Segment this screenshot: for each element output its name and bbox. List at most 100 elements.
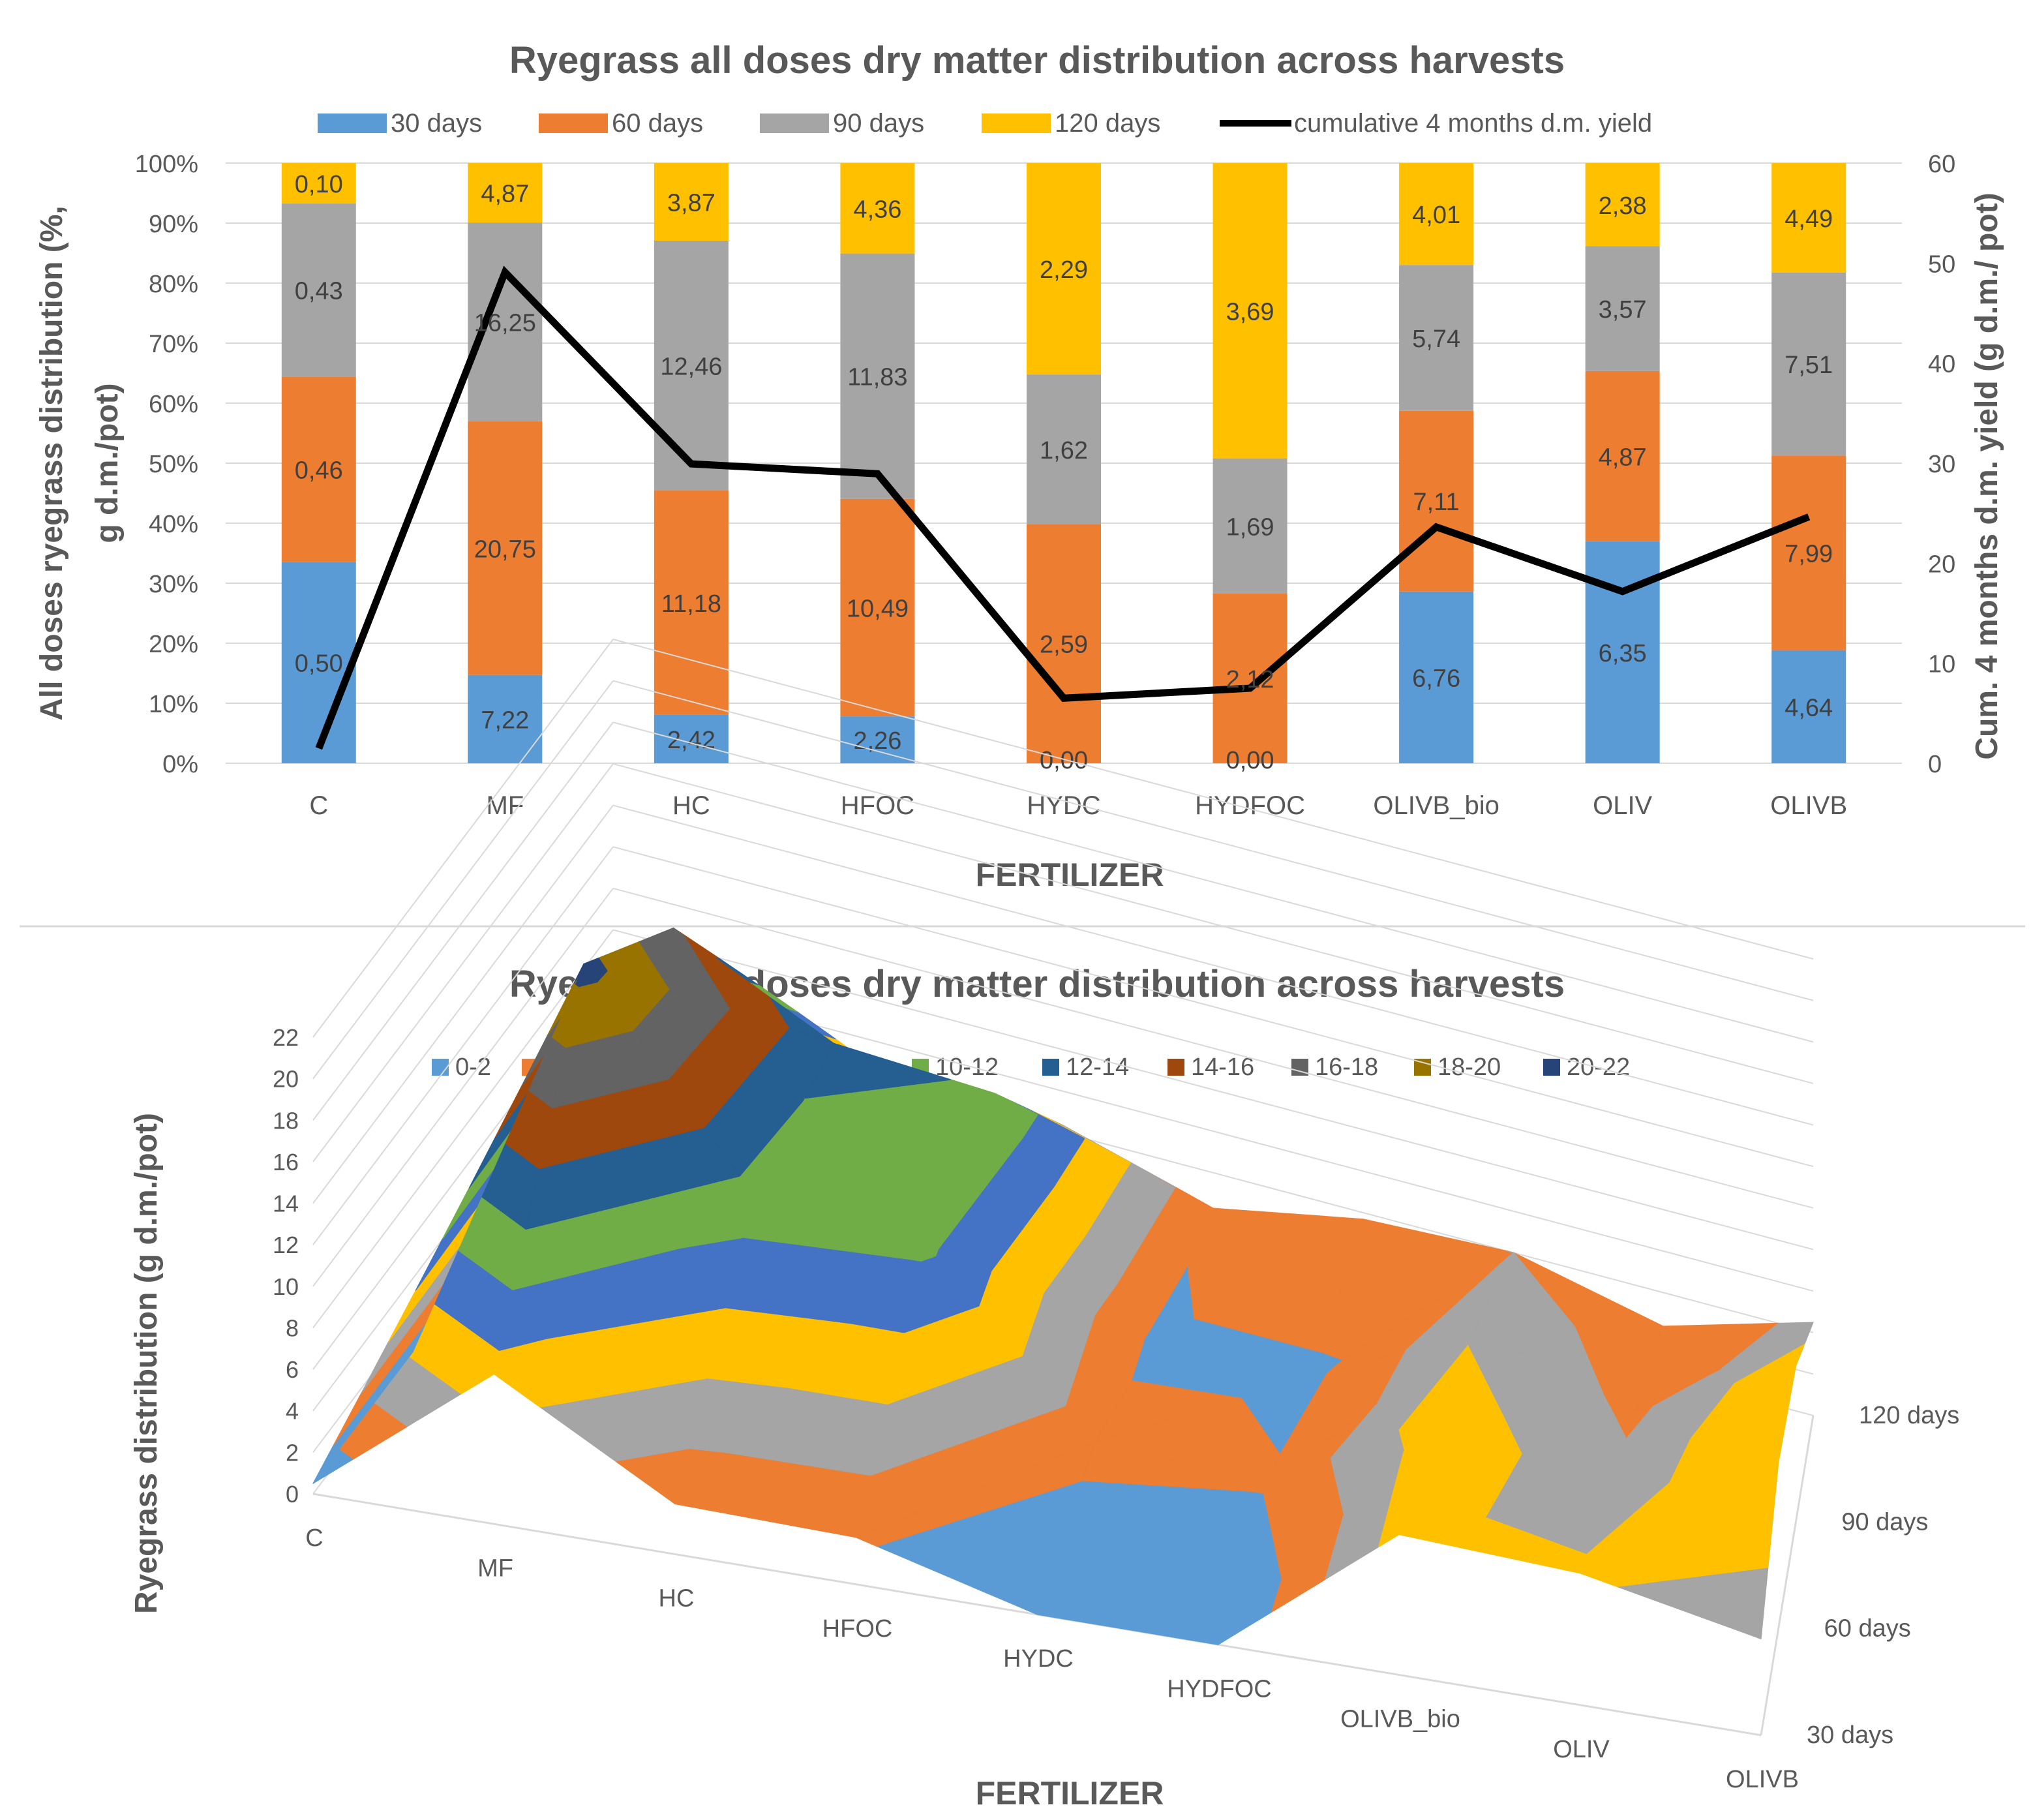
top-x-tick-olivb-bio: OLIVB_bio [1373, 791, 1499, 820]
data-label-hc-30-days: 2,42 [667, 727, 715, 754]
data-label-hfoc-90-days: 11,83 [847, 364, 907, 391]
back-gridline-14 [612, 804, 1814, 1126]
surface-cell-hfoc-d0-t1-band-10-12 [920, 1243, 937, 1262]
surface-cell-hc-d1-t1-band-12-14 [804, 1042, 952, 1099]
data-label-hydc-90-days: 1,62 [1040, 437, 1088, 464]
bar-olivb-30-days [1771, 650, 1846, 763]
surface-cell-hydc-d0-t1-band-2-4 [1081, 1440, 1267, 1493]
z-tick-12: 12 [273, 1232, 299, 1258]
bar-hc-90-days [654, 240, 729, 491]
top-chart-title: Ryegrass all doses dry matter distributi… [509, 39, 1565, 82]
bar-olivb-bio-90-days [1399, 265, 1474, 411]
bar-hydfoc-60-days [1212, 593, 1288, 763]
top-y-tick-50: 50% [149, 451, 198, 478]
top-y-tick-70: 70% [149, 331, 198, 358]
z-tick-2: 2 [286, 1439, 299, 1466]
data-label-hydc-30-days: 0,00 [1040, 747, 1088, 774]
surface-cell-hydfoc-d0-t1-band-6-8 [1398, 1414, 1438, 1450]
data-label-mf-120-days: 4,87 [481, 181, 529, 208]
surface-cell-oliv-d2-t1-band-4-6 [1721, 1322, 1814, 1370]
top-bars [281, 163, 1846, 763]
surface-cell-oliv-d0-t1-band-6-8 [1579, 1462, 1779, 1574]
bar-hydc-60-days [1027, 524, 1101, 763]
top-legend: 30 days 60 days 90 days 120 days cumulative … [318, 109, 1652, 138]
bar-oliv-60-days [1585, 371, 1660, 541]
top-y-tick-100: 100% [135, 151, 198, 178]
back-gridline-20 [612, 680, 1814, 1001]
surface-cell-hydc-d2-t1-band-2-4 [1187, 1207, 1364, 1320]
bar-hfoc-30-days [840, 716, 915, 763]
side-gridline-20 [312, 680, 614, 1080]
data-label-olivb-bio-90-days: 5,74 [1412, 326, 1460, 353]
floor-right-edge [1760, 1415, 1815, 1736]
legend-swatch-30-days [318, 114, 387, 133]
bar-c-30-days [281, 562, 356, 763]
data-label-olivb-bio-60-days: 7,11 [1413, 489, 1460, 516]
legend-label-60-days: 60 days [612, 109, 703, 138]
top-x-tick-c: C [309, 791, 328, 820]
surface-cell-hydfoc-d2-t1-band-2-4 [1321, 1219, 1513, 1361]
bottom-legend-label-18-20: 18-20 [1438, 1054, 1501, 1081]
data-label-olivb-bio-30-days: 6,76 [1412, 665, 1460, 692]
bottom-legend-label-10-12: 10-12 [935, 1054, 999, 1081]
bottom-x-tick-hydfoc: HYDFOC [1167, 1675, 1271, 1703]
bottom-legend-swatch-0-2 [432, 1059, 449, 1076]
bottom-axes: 0 2 4 6 8 10 12 14 16 18 20 22 C MF HC HFOC HYDC HYDFOC OL… [273, 1024, 1959, 1793]
bar-c-60-days [281, 376, 356, 562]
z-tick-14: 14 [273, 1191, 299, 1217]
bar-hydfoc-120-days [1212, 163, 1288, 459]
legend-label-cumulative: cumulative 4 months d.m. yield [1294, 109, 1652, 138]
bottom-x-tick-hfoc: HFOC [822, 1615, 893, 1643]
top-x-axis-title: FERTILIZER [976, 857, 1164, 893]
bar-olivb-120-days [1771, 163, 1846, 273]
top-y-tick-20: 20% [149, 631, 198, 658]
data-label-oliv-120-days: 2,38 [1599, 192, 1647, 220]
top-x-tick-olivb: OLIVB [1770, 791, 1847, 820]
data-label-hc-90-days: 12,46 [660, 353, 722, 380]
legend-label-30-days: 30 days [391, 109, 482, 138]
bar-hydc-90-days [1027, 374, 1101, 524]
data-label-oliv-30-days: 6,35 [1599, 640, 1647, 667]
legend-label-120-days: 120 days [1055, 109, 1160, 138]
data-label-mf-90-days: 16,25 [474, 310, 536, 337]
surface-cell-olivb-bio-d1-t1-band-6-8 [1436, 1345, 1502, 1415]
legend-swatch-90-days [760, 114, 829, 133]
data-label-hc-120-days: 3,87 [667, 189, 715, 217]
bar-olivb-bio-60-days [1399, 410, 1474, 592]
data-label-hydfoc-30-days: 0,00 [1226, 747, 1274, 774]
bar-hydc-120-days [1027, 163, 1101, 375]
bottom-x-axis-title: FERTILIZER [976, 1775, 1164, 1812]
bar-hfoc-120-days [840, 163, 915, 254]
bar-olivb-bio-120-days [1399, 163, 1474, 265]
bottom-legend-label-14-16: 14-16 [1191, 1054, 1254, 1081]
data-label-hc-60-days: 11,18 [661, 590, 721, 618]
depth-label-60-days: 60 days [1824, 1615, 1911, 1643]
bottom-x-tick-olivb-bio: OLIVB_bio [1340, 1706, 1460, 1733]
z-tick-18: 18 [273, 1107, 299, 1134]
bar-oliv-90-days [1585, 246, 1660, 371]
top-x-tick-hc: HC [672, 791, 710, 820]
top-x-tick-hydc: HYDC [1027, 791, 1100, 820]
bar-mf-90-days [468, 222, 543, 421]
data-label-hydc-60-days: 2,59 [1040, 631, 1088, 659]
surface-cell-oliv-d1-t1-band-6-8 [1690, 1365, 1796, 1439]
bar-mf-60-days [468, 421, 543, 675]
data-label-olivb-60-days: 7,99 [1785, 540, 1833, 568]
top-y-tick-60: 60% [149, 391, 198, 418]
top-y-tick-40: 40% [149, 511, 198, 538]
z-tick-16: 16 [273, 1149, 299, 1175]
bar-hc-30-days [654, 714, 729, 763]
data-label-c-90-days: 0,43 [295, 277, 343, 305]
z-tick-8: 8 [286, 1314, 299, 1341]
z-tick-22: 22 [273, 1024, 299, 1051]
depth-label-30-days: 30 days [1807, 1721, 1893, 1749]
bottom-legend-swatch-12-14 [1042, 1059, 1059, 1076]
top-y-tick-10: 10% [149, 691, 198, 718]
top-x-tick-hfoc: HFOC [841, 791, 914, 820]
top-data-labels: 0,50 0,46 0,43 0,10 7,22 20,75 16,25 4,87 2,42 11… [295, 171, 1833, 774]
surface-cell-hydfoc-d1-t1-band-2-4 [1266, 1349, 1407, 1485]
data-label-oliv-60-days: 4,87 [1599, 444, 1647, 471]
top-y-tick-90: 90% [149, 211, 198, 238]
top-cumulative-line [315, 265, 1811, 750]
